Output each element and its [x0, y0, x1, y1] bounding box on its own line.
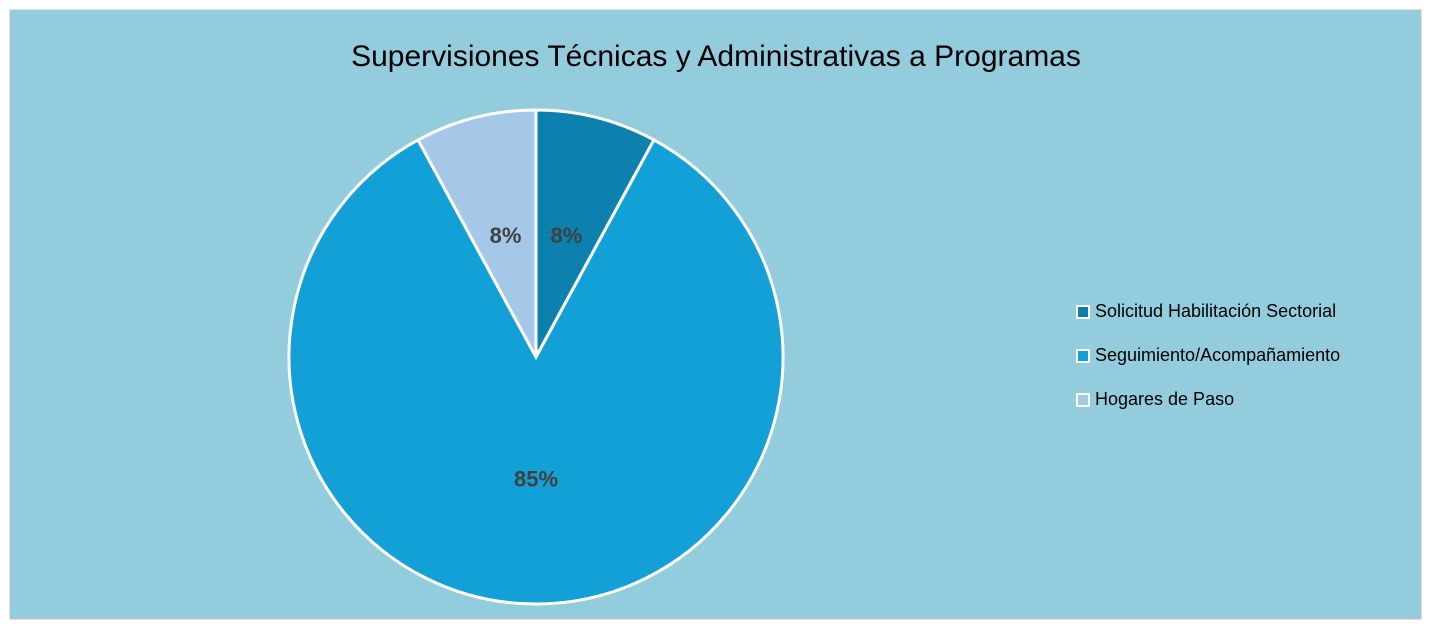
- chart-title: Supervisiones Técnicas y Administrativas…: [351, 40, 1081, 73]
- legend-label: Solicitud Habilitación Sectorial: [1095, 301, 1336, 321]
- pie-slice: [416, 108, 538, 358]
- data-label: 85%: [514, 466, 558, 491]
- pie-slice: [287, 137, 785, 606]
- data-label: 8%: [490, 223, 522, 248]
- data-label: 8%: [551, 223, 583, 248]
- legend-label: Hogares de Paso: [1095, 389, 1234, 409]
- legend-swatch: [1076, 305, 1090, 319]
- legend-label: Seguimiento/Acompañamiento: [1095, 345, 1340, 365]
- legend-swatch: [1076, 393, 1090, 407]
- legend-swatch: [1076, 349, 1090, 363]
- pie-slice: [534, 108, 656, 358]
